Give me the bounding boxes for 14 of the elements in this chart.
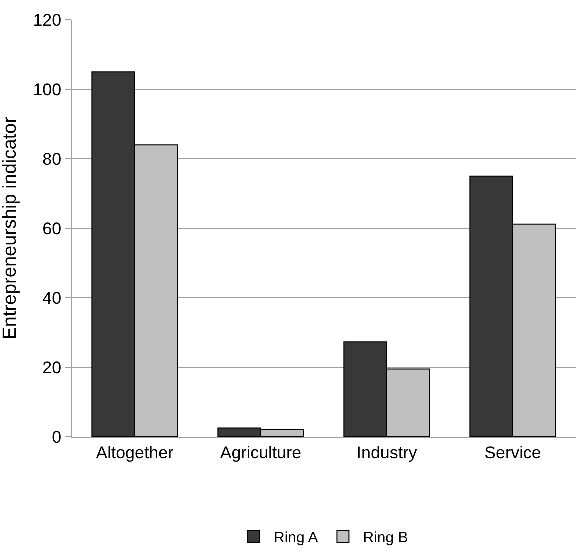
legend-label: Ring B	[363, 530, 408, 546]
y-tick-label: 20	[42, 358, 62, 378]
y-tick-label: 60	[42, 219, 62, 238]
y-tick-label: 0	[52, 428, 62, 447]
x-tick-label: Agriculture	[220, 443, 302, 462]
legend-label: Ring A	[274, 530, 318, 546]
x-tick-label: Altogether	[96, 443, 174, 462]
y-tick-label: 80	[42, 150, 62, 169]
y-axis-title: Entrepreneurship indicator	[0, 116, 21, 340]
y-tick-label: 100	[33, 80, 62, 100]
x-tick-label: Service	[484, 443, 542, 462]
y-tick-label: 40	[42, 288, 62, 308]
y-tick-label: 120	[33, 10, 62, 30]
x-tick-label: Industry	[356, 443, 418, 462]
